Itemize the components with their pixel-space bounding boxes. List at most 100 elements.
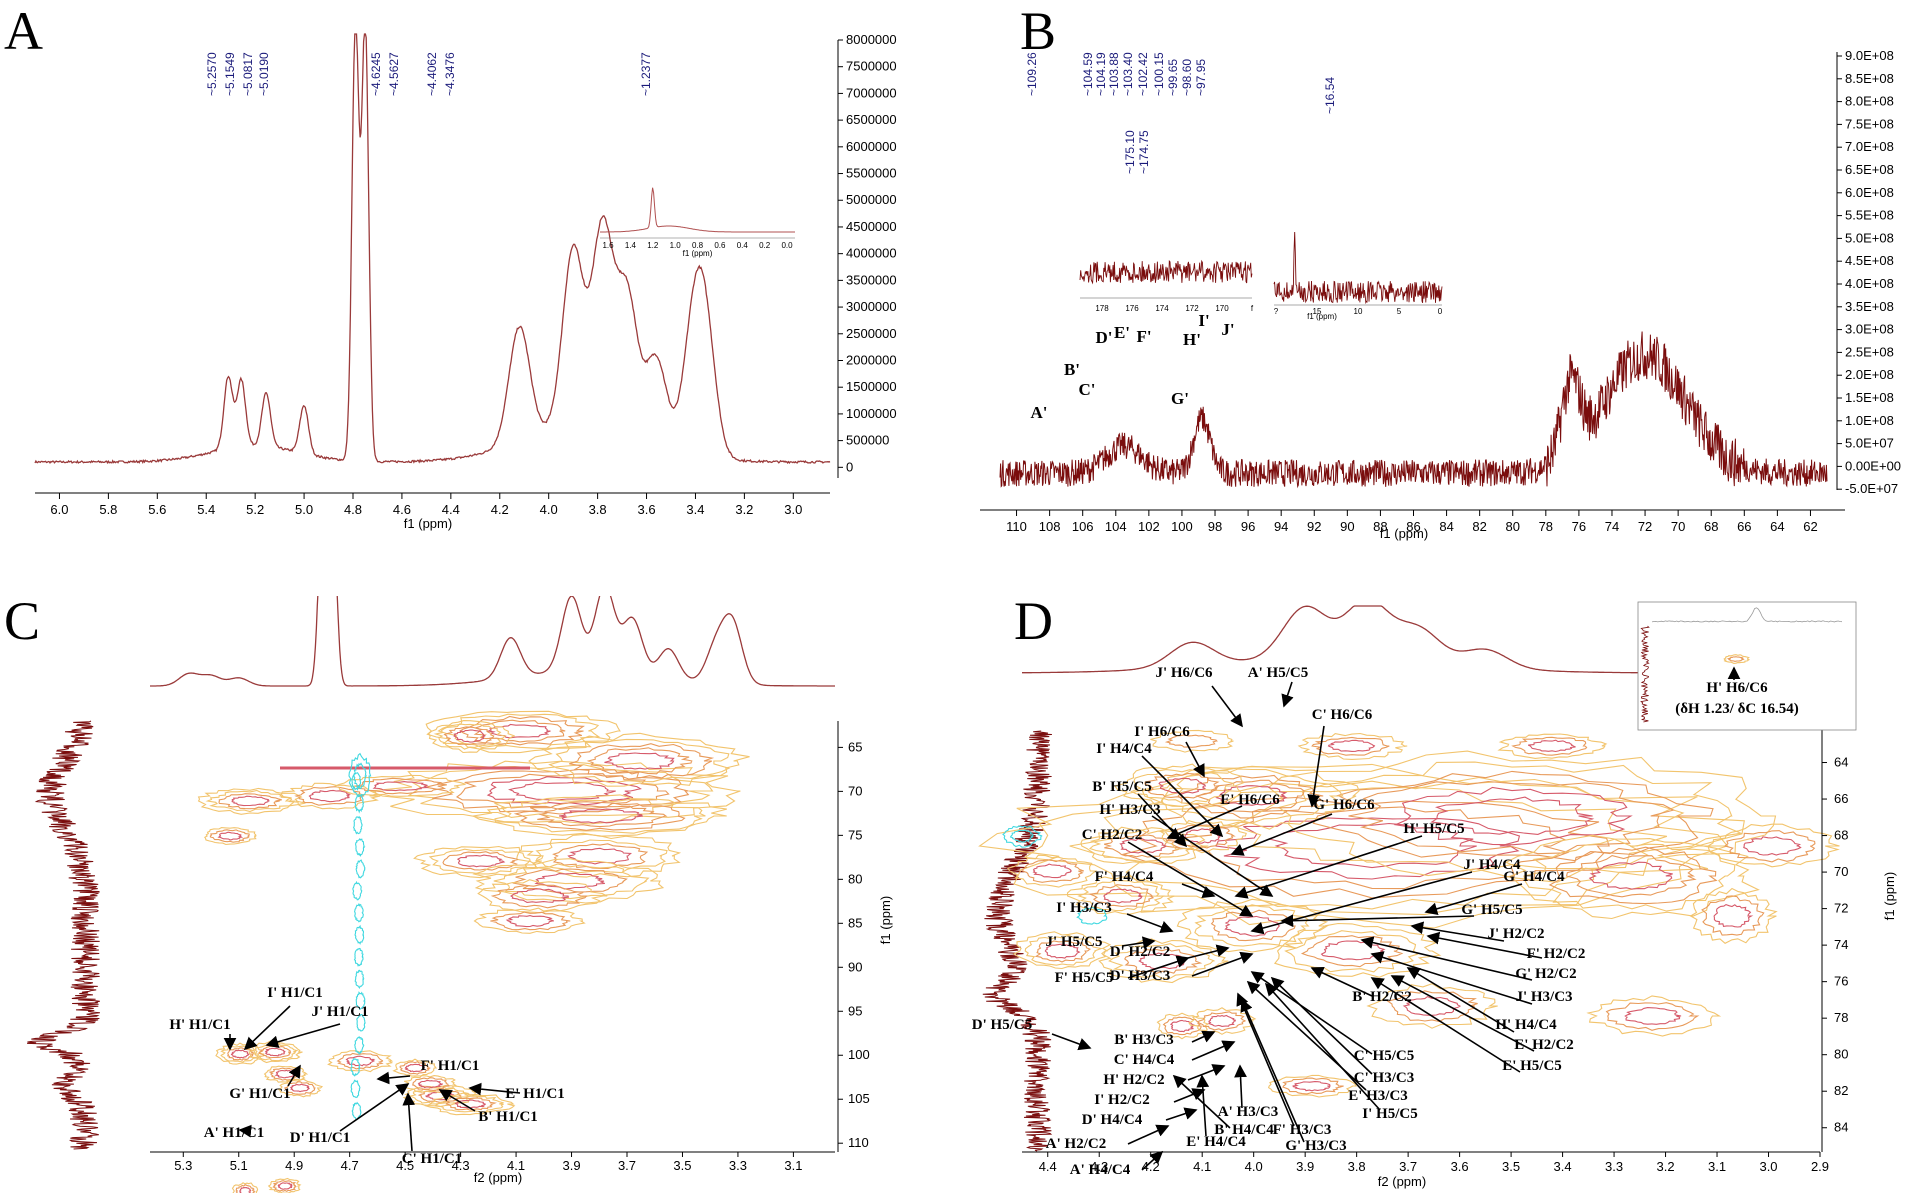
panel-a-y-tick-label: 7000000 [846,85,897,100]
panel-c-annotation-arrow [468,1082,521,1096]
panel-b-inset-methyl-tick: 0 [1438,307,1443,316]
panel-d-contours [978,729,1840,1098]
panel-d-y-tick-label: 74 [1834,937,1848,952]
panel-d-contour [1565,855,1697,898]
panel-a-y-tick-label: 6500000 [846,112,897,127]
panel-d-annotation-arrow [1390,975,1535,1052]
panel-a-y-tick-label: 5000000 [846,192,897,207]
panel-d-annotation-label: I' H6/C6 [1134,724,1190,740]
panel-d-annotation-arrow [1370,977,1521,1073]
panel-b-peak-label: ~102.42 [1136,52,1150,96]
panel-d-x-tick-label: 3.0 [1759,1159,1777,1174]
panel-d-annotation-arrow [1173,1088,1206,1103]
panel-d-annotation-arrow [1270,976,1373,1075]
panel-c-contour [604,752,675,770]
panel-c-contour [453,729,486,743]
panel-c-negative-contour [353,947,364,967]
panel-b-xlabel: f1 (ppm) [1380,526,1428,541]
panel-b-y-tick-label: 3.5E+08 [1845,299,1894,314]
panel-c-contour [459,715,586,746]
panel-b-inset-methyl-xlabel: f1 (ppm) [1307,312,1337,321]
panel-d-annotation-label: H' H4/C4 [1495,1017,1557,1033]
panel-d-annotation-arrow [1166,805,1243,840]
panel-d-contour [1348,780,1675,855]
panel-d-contour [1130,769,1235,804]
panel-d-negative-contour [1076,906,1108,925]
panel-d-annotation-arrow [1181,883,1216,899]
panel-c-y-tick-label: 75 [848,827,862,842]
panel-c-side-projection [27,720,101,1150]
panel-d-contour [1156,1012,1210,1040]
panel-d-annotation-label: D' H3/C3 [1110,968,1170,984]
panel-b-x-tick-label: 82 [1472,519,1486,534]
panel-d-contour [1504,834,1760,920]
panel-a-inset-tick-label: 0.2 [759,241,771,250]
panel-d-x-tick-label: 3.5 [1502,1159,1520,1174]
panel-b-residue-label: H' [1183,330,1201,349]
panel-c-contour [586,747,693,775]
panel-d-annotation-label: B' H5/C5 [1092,779,1152,795]
panel-b-x-tick-label: 74 [1605,519,1619,534]
panel-d-contour [1044,943,1081,959]
panel-c-contour [471,794,727,837]
panel-c-contour [247,1040,303,1064]
panel-d-y-tick-label: 80 [1834,1047,1848,1062]
panel-a-peak-label: ~5.1549 [223,52,237,96]
panel-d-annotation-label: G' H3/C3 [1285,1138,1346,1154]
panel-b-insets: 178 176 174 172 170 f? 15 10 5 0 f1 (ppm) [1079,231,1443,321]
panel-d-side-projection [982,730,1053,1152]
panel-b-x-tick-label: 68 [1704,519,1718,534]
panel-a: A ~5.2570 ~5.1549 ~5.0817 ~5.0190 ~4.6245 ~4.… [0,0,952,596]
panel-b-letter: B [1020,1,1057,61]
panel-c-contour [535,839,668,874]
panel-b-peak-label: ~97.95 [1194,59,1208,96]
panel-a-x-tick-label: 3.4 [686,502,704,517]
panel-c-contour [413,845,544,879]
panel-d-contour [1162,1016,1202,1036]
panel-c-annotation-label: H' H1/C1 [169,1017,230,1033]
panel-c-annotation-arrow [402,1092,416,1152]
panel-b-y-tick-label: 4.5E+08 [1845,253,1894,268]
panel-a-inset-tick-label: 1.0 [670,241,682,250]
panel-a-inset-spectrum [600,187,795,233]
panel-c-contour [486,723,551,739]
panel-b-spectrum-line [999,331,1828,489]
panel-d-y-tick-label: 78 [1834,1010,1848,1025]
panel-c-contour [456,854,506,868]
panel-d-contour [1511,736,1588,756]
panel-a-letter: A [4,1,43,61]
panel-a-x-tick-label: 3.6 [637,502,655,517]
panel-c-contour [569,743,715,780]
panel-c: C 5.3 5.1 4.9 4.7 4.5 4.3 4.1 3.9 3.7 3.5 3.3 3.1 65… [0,596,952,1193]
panel-d-y-tick-label: 82 [1834,1083,1848,1098]
panel-d-contour [1430,796,1595,835]
panel-d-x-tick-label: 3.6 [1451,1159,1469,1174]
panel-b-x-tick-label: 104 [1105,519,1127,534]
panel-a-peak-label: ~1.2377 [639,52,653,96]
panel-c-contour [274,1069,295,1079]
panel-c-negative-contour [355,991,366,1010]
panel-d-contour [1207,1014,1236,1027]
panel-c-y-tick-label: 90 [848,959,862,974]
panel-d-annotation-arrow [1234,1064,1247,1109]
panel-b-residue-label: G' [1171,389,1189,408]
panel-b-y-tick-label: 9.0E+08 [1845,48,1894,63]
panel-c-y-tick-label: 65 [848,739,862,754]
panel-c-negative-contour [352,815,363,835]
panel-d-annotation-label: A' H2/C2 [1046,1136,1106,1152]
panel-c-x-tick-label: 3.7 [618,1158,636,1173]
panel-d-inset-contour [1723,654,1751,664]
panel-c-contour [424,1092,516,1116]
panel-d-annotation-arrow [1137,793,1188,848]
panel-b-inset-carbonyl-tick: 174 [1155,304,1169,313]
panel-b-y-tick-label: -5.0E+07 [1845,481,1898,496]
panel-a-y-tick-label: 3500000 [846,272,897,287]
panel-d-annotation-arrow [1127,1124,1170,1145]
panel-d-annotation-arrow [1236,992,1295,1127]
panel-d-contour [1689,887,1778,944]
panel-d-contour [1224,915,1281,937]
panel-d-contour [1032,863,1073,879]
panel-d-inset-side [1640,625,1650,723]
panel-c-x-tick-label: 3.9 [562,1158,580,1173]
panel-b-x-tick-label: 96 [1241,519,1255,534]
